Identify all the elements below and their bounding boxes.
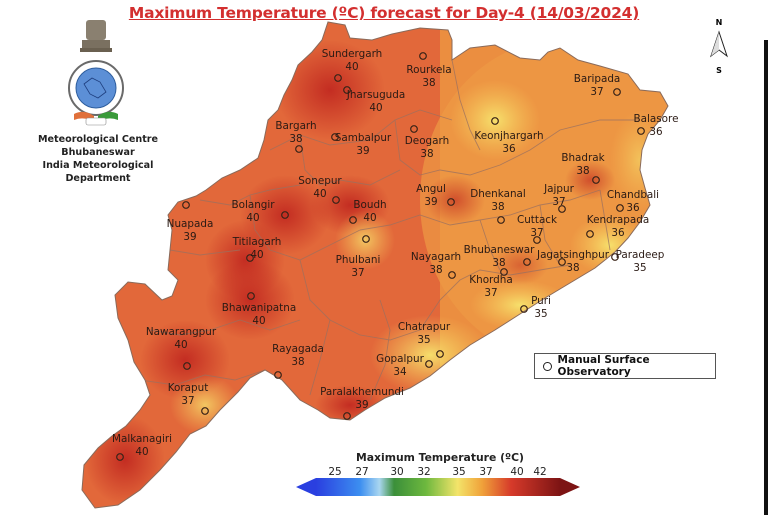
colorbar-tick: 32 — [417, 466, 431, 478]
station-label: Jajpur 37 — [544, 183, 574, 208]
station-label: Rourkela 38 — [406, 64, 452, 89]
station-marker — [343, 412, 351, 420]
station-label: Koraput 37 — [167, 382, 209, 407]
station-label: Titilagarh 40 — [232, 236, 282, 261]
colorbar-tick: 40 — [510, 466, 524, 478]
station-label: Bhubaneswar 38 — [463, 244, 535, 269]
north-arrow-icon — [710, 30, 728, 58]
circle-marker-icon — [543, 361, 552, 371]
station-label: Deogarh 38 — [404, 135, 450, 160]
station-marker — [183, 362, 191, 370]
station-marker — [497, 216, 505, 224]
station-marker — [425, 360, 433, 368]
station-marker — [343, 86, 351, 94]
station-marker — [332, 196, 340, 204]
station-marker — [116, 453, 124, 461]
station-marker — [274, 371, 282, 379]
station-label: Bhadrak 38 — [561, 152, 605, 177]
station-marker — [558, 205, 566, 213]
station-marker — [281, 211, 289, 219]
station-label: Paradeep 35 — [615, 249, 665, 274]
station-marker — [523, 258, 531, 266]
station-marker — [247, 292, 255, 300]
station-marker — [362, 235, 370, 243]
org-line-2: India Meteorological Department — [42, 160, 154, 184]
station-marker — [349, 216, 357, 224]
station-label: Cuttack 37 — [516, 214, 558, 239]
station-label: Bolangir 40 — [231, 199, 275, 224]
station-marker — [182, 201, 190, 209]
ashoka-emblem-icon — [80, 20, 112, 52]
station-label: Bhawanipatna 40 — [221, 302, 297, 327]
station-label: Khordha 37 — [469, 274, 513, 299]
station-marker — [246, 254, 254, 262]
org-line-1: Meteorological Centre Bhubaneswar — [37, 134, 159, 158]
station-label: Sambalpur 39 — [334, 132, 392, 157]
colorbar-tick: 42 — [533, 466, 547, 478]
map-title: Maximum Temperature (ºC) forecast for Da… — [128, 4, 640, 22]
station-label: Baripada 37 — [573, 73, 621, 98]
station-marker — [419, 52, 427, 60]
station-marker — [436, 350, 444, 358]
station-marker — [447, 198, 455, 206]
station-label: Angul 39 — [416, 183, 446, 208]
station-marker — [201, 407, 209, 415]
station-marker — [295, 145, 303, 153]
colorbar-tick: 30 — [390, 466, 404, 478]
legend-label: Manual Surface Observatory — [557, 354, 650, 378]
station-label: Jharsuguda 40 — [346, 89, 406, 114]
station-label: Nawarangpur 40 — [145, 326, 217, 351]
station-label: Rayagada 38 — [272, 343, 324, 368]
station-marker — [592, 176, 600, 184]
station-label: Phulbani 37 — [335, 254, 381, 279]
station-marker — [334, 74, 342, 82]
station-marker — [491, 117, 499, 125]
station-label: Jagatsinghpur 38 — [537, 249, 609, 274]
station-marker — [558, 258, 566, 266]
station-label: Puri 35 — [531, 295, 551, 320]
station-label: Dhenkanal 38 — [470, 188, 526, 213]
station-marker — [586, 230, 594, 238]
colorbar-tick: 37 — [479, 466, 493, 478]
colorbar-tick: 35 — [452, 466, 466, 478]
station-label: Gopalpur 34 — [376, 353, 424, 378]
station-label: Sundergarh 40 — [321, 48, 383, 73]
organization-name: Meteorological Centre Bhubaneswar India … — [14, 133, 182, 185]
station-label: Malkanagiri 40 — [111, 433, 173, 458]
station-marker — [520, 305, 528, 313]
north-label: N — [715, 18, 723, 27]
colorbar — [296, 478, 580, 496]
station-marker — [611, 253, 619, 261]
imd-emblem-logo — [68, 20, 124, 126]
station-label: Sonepur 40 — [298, 175, 342, 200]
station-marker — [616, 204, 624, 212]
window-edge — [764, 40, 768, 515]
colorbar-tick: 27 — [355, 466, 369, 478]
north-arrow: N S — [705, 18, 733, 78]
station-label: Kendrapada 36 — [586, 214, 650, 239]
station-label: Balasore 36 — [633, 113, 679, 138]
station-marker — [331, 133, 339, 141]
station-label: Chatrapur 35 — [397, 321, 451, 346]
station-label: Chandbali 36 — [606, 189, 660, 214]
map-legend: Manual Surface Observatory — [534, 353, 716, 379]
station-marker — [533, 236, 541, 244]
station-marker — [410, 125, 418, 133]
station-label: Bargarh 38 — [275, 120, 317, 145]
colorbar-tick: 25 — [328, 466, 342, 478]
station-marker — [448, 271, 456, 279]
station-label: Keonjhargarh 36 — [474, 130, 544, 155]
colorbar-title: Maximum Temperature (ºC) — [356, 451, 524, 464]
station-label: Boudh 40 — [353, 199, 387, 224]
south-label: S — [716, 66, 722, 75]
station-label: Nayagarh 38 — [410, 251, 462, 276]
station-marker — [613, 88, 621, 96]
station-label: Paralakhemundi 39 — [320, 386, 404, 411]
station-label: Nuapada 39 — [166, 218, 214, 243]
station-marker — [637, 127, 645, 135]
station-marker — [500, 268, 508, 276]
